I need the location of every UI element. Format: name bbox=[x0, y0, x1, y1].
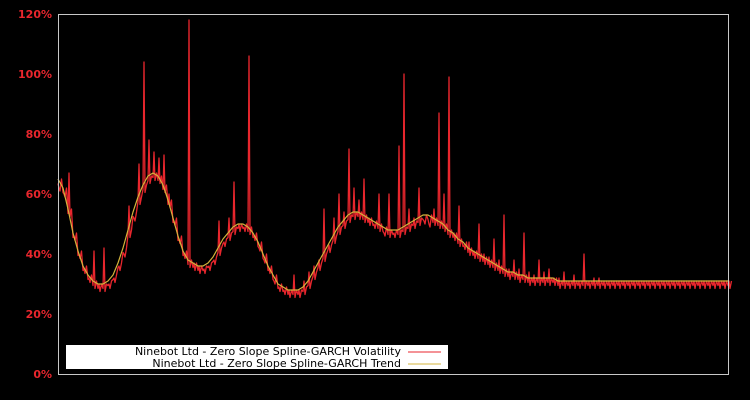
legend-label-trend: Ninebot Ltd - Zero Slope Spline-GARCH Tr… bbox=[152, 357, 401, 370]
y-tick-label: 120% bbox=[18, 8, 52, 21]
trend-line bbox=[57, 172, 728, 291]
legend: Ninebot Ltd - Zero Slope Spline-GARCH Vo… bbox=[66, 345, 448, 370]
y-tick-label: 0% bbox=[33, 368, 52, 381]
y-tick-label: 40% bbox=[26, 248, 52, 261]
legend-label-volatility: Ninebot Ltd - Zero Slope Spline-GARCH Vo… bbox=[135, 345, 402, 358]
y-axis: 0% 20% 40% 60% 80% 100% 120% bbox=[18, 8, 52, 381]
y-tick-label: 80% bbox=[26, 128, 52, 141]
plot-frame bbox=[58, 14, 729, 375]
y-tick-label: 60% bbox=[26, 188, 52, 201]
plot-area bbox=[57, 19, 733, 299]
y-tick-label: 100% bbox=[18, 68, 52, 81]
y-tick-label: 20% bbox=[26, 308, 52, 321]
legend-box bbox=[66, 345, 448, 369]
